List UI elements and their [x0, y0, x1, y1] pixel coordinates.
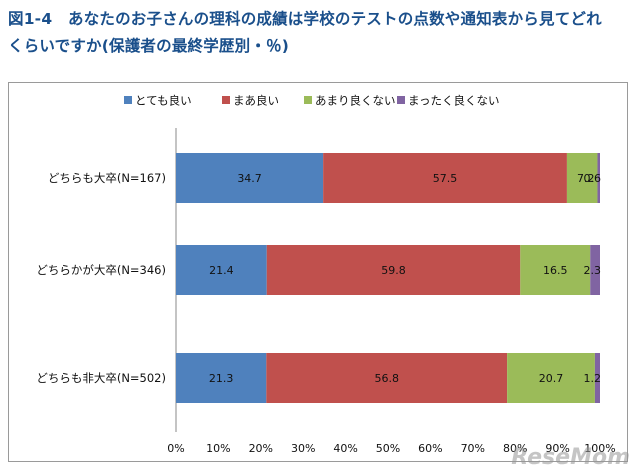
category-label-2: どちらも非大卒(N=502) [36, 371, 166, 385]
x-tick-label-5: 50% [376, 442, 400, 455]
legend-swatch-2 [304, 96, 312, 104]
watermark-logo: ReseMom [511, 445, 630, 470]
value-label-0-3: 0.6 [584, 172, 602, 185]
bar-2-0 [176, 353, 267, 403]
x-tick-label-6: 60% [418, 442, 442, 455]
bar-2-3 [594, 353, 600, 403]
bar-1-3 [590, 245, 600, 295]
chart-title-line2: くらいですか(保護者の最終学歴別・％) [8, 37, 290, 55]
x-tick-label-0: 0% [167, 442, 184, 455]
legend-label-0: とても良い [135, 94, 192, 108]
value-label-0-0: 34.7 [237, 172, 262, 185]
legend-label-2: あまり良くない [315, 94, 396, 108]
value-label-2-3: 1.2 [584, 372, 602, 385]
x-tick-label-8: 80% [503, 442, 527, 455]
value-label-2-2: 20.7 [539, 372, 564, 385]
chart-title-line1: 図1-4 あなたのお子さんの理科の成績は学校のテストの点数や通知表から見てどれ [8, 10, 602, 28]
value-label-1-1: 59.8 [381, 264, 406, 277]
value-label-0-1: 57.5 [433, 172, 458, 185]
legend-label-3: まったく良くない [408, 94, 500, 108]
chart-title: 図1-4 あなたのお子さんの理科の成績は学校のテストの点数や通知表から見てどれ … [8, 6, 636, 60]
x-tick-label-2: 20% [249, 442, 273, 455]
bar-1-0 [176, 245, 267, 295]
x-tick-label-4: 40% [333, 442, 357, 455]
category-label-1: どちらかが大卒(N=346) [36, 263, 166, 277]
value-label-0-2: 7.2 [577, 172, 595, 185]
x-tick-label-7: 70% [461, 442, 485, 455]
category-label-0: どちらも大卒(N=167) [48, 171, 166, 185]
legend-label-1: まあ良い [233, 94, 279, 108]
bar-0-2 [566, 153, 598, 203]
legend-swatch-0 [124, 96, 132, 104]
x-tick-label-9: 90% [545, 442, 569, 455]
bar-0-1 [323, 153, 567, 203]
x-tick-label-10: 100% [584, 442, 615, 455]
bar-2-2 [507, 353, 595, 403]
legend-swatch-3 [397, 96, 405, 104]
legend-swatch-1 [222, 96, 230, 104]
x-tick-label-3: 30% [291, 442, 315, 455]
bar-1-2 [520, 245, 591, 295]
value-label-2-0: 21.3 [209, 372, 234, 385]
bar-0-3 [597, 153, 600, 203]
bar-2-1 [266, 353, 508, 403]
bar-0-0 [176, 153, 324, 203]
x-tick-label-1: 10% [206, 442, 230, 455]
value-label-1-2: 16.5 [543, 264, 568, 277]
value-label-2-1: 56.8 [374, 372, 399, 385]
bar-1-1 [266, 245, 521, 295]
value-label-1-0: 21.4 [209, 264, 234, 277]
value-label-1-3: 2.3 [584, 264, 602, 277]
